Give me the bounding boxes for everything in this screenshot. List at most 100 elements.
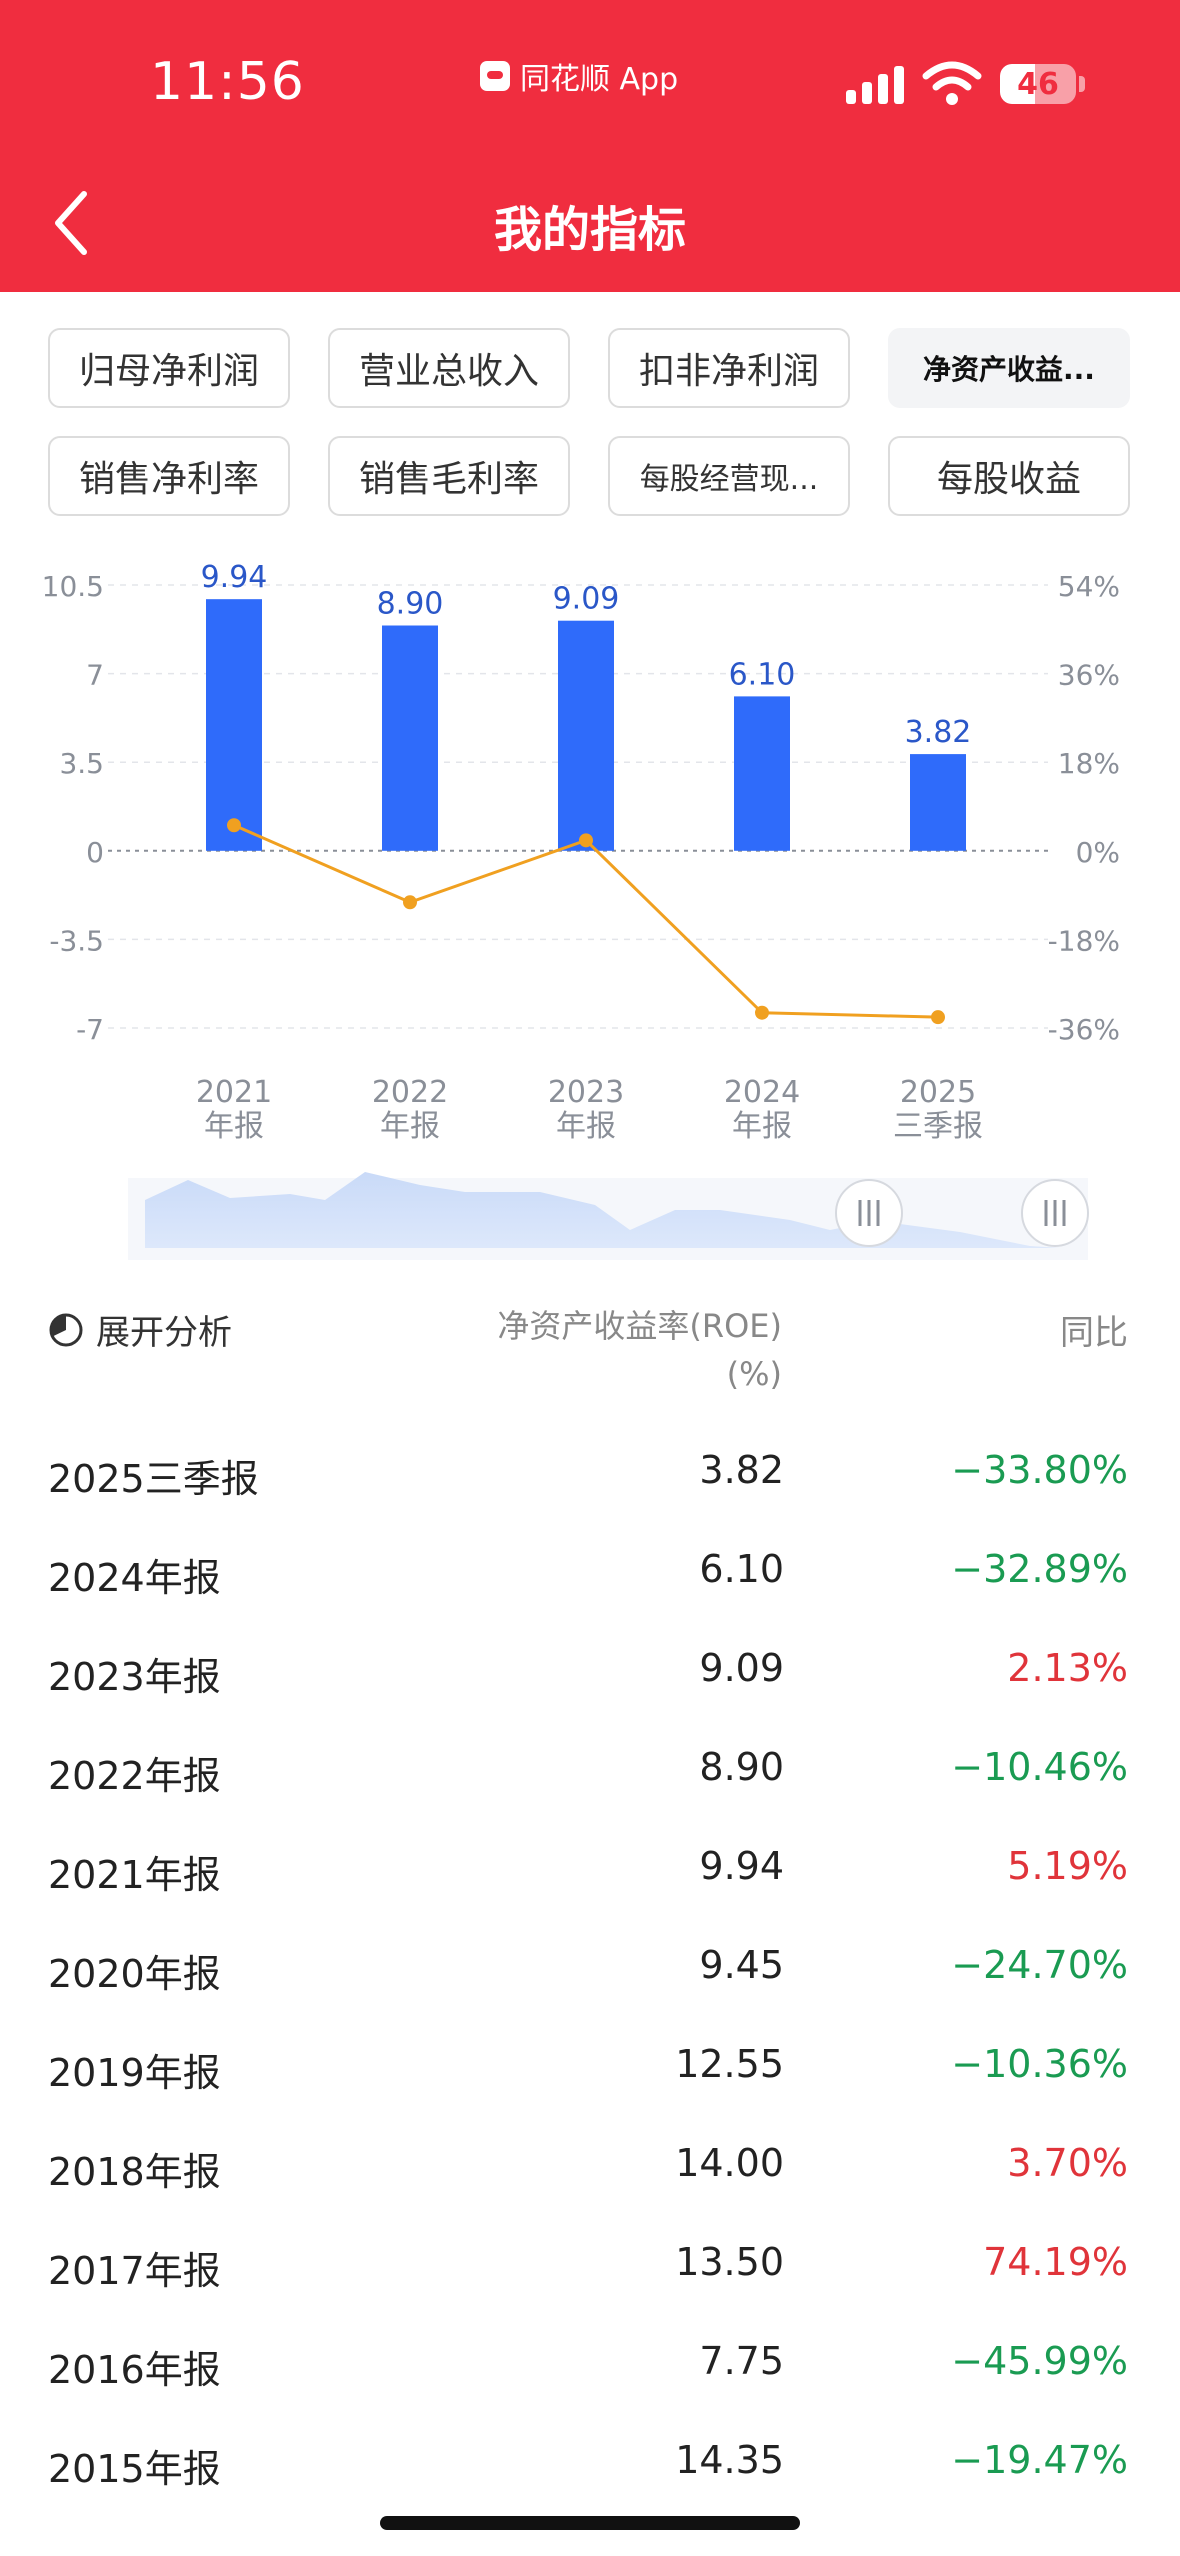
cellular-signal-icon bbox=[846, 62, 904, 104]
y-right-tick-label: 36% bbox=[1058, 659, 1120, 692]
yoy-line bbox=[233, 823, 939, 1019]
y-left-tick-label: -3.5 bbox=[49, 924, 104, 957]
row-yoy: −10.36% bbox=[951, 2042, 1128, 2086]
chip-gross-profit-margin[interactable]: 销售毛利率 bbox=[328, 436, 570, 516]
row-value: 9.94 bbox=[699, 1844, 784, 1888]
app-header: 11:56 同花顺 App 46 我的指标 bbox=[0, 0, 1180, 292]
x-tick-label: 2021 bbox=[196, 1075, 272, 1110]
y-left-tick-label: 0 bbox=[86, 836, 104, 869]
back-arrow-icon[interactable] bbox=[48, 188, 98, 258]
roe-chart: 10.5 7 3.5 0 -3.5 -7 54% 36% 18% 0% -18% -36% 9.94 8.… bbox=[42, 560, 1120, 1260]
x-tick-label: 2023 bbox=[548, 1075, 624, 1110]
table-row[interactable]: 2024年报 6.10 −32.89% bbox=[0, 1523, 1180, 1622]
row-yoy: 74.19% bbox=[983, 2240, 1128, 2284]
row-value: 8.90 bbox=[699, 1745, 784, 1789]
bar-data-label: 6.10 bbox=[729, 657, 796, 692]
table-row[interactable]: 2025三季报 3.82 −33.80% bbox=[0, 1424, 1180, 1523]
chart-bar bbox=[382, 625, 438, 851]
y-right-tick-label: 0% bbox=[1076, 836, 1120, 869]
x-tick-sublabel: 年报 bbox=[732, 1109, 792, 1144]
y-right-tick-label: -36% bbox=[1048, 1013, 1120, 1046]
row-period: 2015年报 bbox=[48, 2447, 221, 2491]
chip-roe[interactable]: 净资产收益... bbox=[888, 328, 1130, 408]
y-right-tick-label: 18% bbox=[1058, 747, 1120, 780]
x-tick-label: 2024 bbox=[724, 1075, 800, 1110]
table-row[interactable]: 2017年报 13.50 74.19% bbox=[0, 2216, 1180, 2315]
row-period: 2020年报 bbox=[48, 1952, 221, 1996]
table-row[interactable]: 2022年报 8.90 −10.46% bbox=[0, 1721, 1180, 1820]
column-header-roe: 净资产收益率(ROE)(%) bbox=[497, 1307, 782, 1393]
yoy-point bbox=[227, 818, 241, 833]
yoy-point bbox=[931, 1010, 945, 1025]
y-left-tick-label: -7 bbox=[76, 1013, 104, 1046]
table-row[interactable]: 2021年报 9.94 5.19% bbox=[0, 1820, 1180, 1919]
chart-range-navigator[interactable] bbox=[128, 1172, 1089, 1260]
row-value: 9.45 bbox=[699, 1943, 784, 1987]
chart-bar bbox=[734, 696, 790, 851]
table-row[interactable]: 2018年报 14.00 3.70% bbox=[0, 2117, 1180, 2216]
bar-data-label: 9.94 bbox=[201, 560, 268, 595]
row-period: 2022年报 bbox=[48, 1754, 221, 1798]
chip-eps[interactable]: 每股收益 bbox=[888, 436, 1130, 516]
navigator-area bbox=[145, 1172, 1060, 1248]
yoy-point bbox=[403, 895, 417, 910]
row-yoy: −19.47% bbox=[951, 2438, 1128, 2482]
row-value: 13.50 bbox=[675, 2240, 784, 2284]
expand-analysis-button[interactable]: 展开分析 bbox=[48, 1305, 232, 1354]
row-value: 14.35 bbox=[675, 2438, 784, 2482]
row-value: 9.09 bbox=[699, 1646, 784, 1690]
table-row[interactable]: 2020年报 9.45 −24.70% bbox=[0, 1919, 1180, 2018]
x-tick-label: 2025 bbox=[900, 1075, 976, 1110]
yoy-point bbox=[579, 833, 593, 848]
row-value: 7.75 bbox=[699, 2339, 784, 2383]
x-tick-sublabel: 三季报 bbox=[893, 1109, 983, 1144]
pie-chart-icon bbox=[49, 1313, 83, 1346]
x-tick-sublabel: 年报 bbox=[204, 1109, 264, 1144]
row-period: 2023年报 bbox=[48, 1655, 221, 1699]
chip-deducted-net-profit[interactable]: 扣非净利润 bbox=[608, 328, 850, 408]
row-yoy: −45.99% bbox=[951, 2339, 1128, 2383]
row-yoy: 2.13% bbox=[1007, 1646, 1128, 1690]
row-period: 2016年报 bbox=[48, 2348, 221, 2392]
row-value: 6.10 bbox=[699, 1547, 784, 1591]
page-title: 我的指标 bbox=[493, 202, 686, 258]
home-indicator[interactable] bbox=[380, 2516, 800, 2530]
row-yoy: −33.80% bbox=[951, 1448, 1128, 1492]
y-right-tick-label: 54% bbox=[1058, 570, 1120, 603]
chart-bar bbox=[558, 620, 614, 851]
row-period: 2017年报 bbox=[48, 2249, 221, 2293]
table-row[interactable]: 2015年报 14.35 −19.47% bbox=[0, 2414, 1180, 2513]
table-row[interactable]: 2023年报 9.09 2.13% bbox=[0, 1622, 1180, 1721]
chip-total-revenue[interactable]: 营业总收入 bbox=[328, 328, 570, 408]
row-yoy: −10.46% bbox=[951, 1745, 1128, 1789]
row-value: 12.55 bbox=[675, 2042, 784, 2086]
x-tick-sublabel: 年报 bbox=[380, 1109, 440, 1144]
table-row[interactable]: 2016年报 7.75 −45.99% bbox=[0, 2315, 1180, 2414]
y-right-tick-label: -18% bbox=[1048, 924, 1120, 957]
chip-net-profit-margin[interactable]: 销售净利率 bbox=[48, 436, 290, 516]
chip-operating-cash-per-share[interactable]: 每股经营现... bbox=[608, 436, 850, 516]
bar-data-label: 8.90 bbox=[377, 587, 444, 622]
row-value: 14.00 bbox=[675, 2141, 784, 2185]
x-tick-label: 2022 bbox=[372, 1075, 448, 1110]
table-row[interactable]: 2019年报 12.55 −10.36% bbox=[0, 2018, 1180, 2117]
status-time: 11:56 bbox=[150, 52, 305, 112]
navigator-left-handle[interactable] bbox=[835, 1179, 903, 1247]
navigator-right-handle[interactable] bbox=[1021, 1179, 1089, 1247]
app-logo-icon bbox=[480, 61, 510, 91]
chip-parent-net-profit[interactable]: 归母净利润 bbox=[48, 328, 290, 408]
status-app-indicator[interactable]: 同花顺 App bbox=[480, 56, 678, 97]
column-header-yoy: 同比 bbox=[1060, 1313, 1128, 1353]
bar-data-label: 3.82 bbox=[905, 715, 972, 750]
battery-level: 46 bbox=[1017, 66, 1059, 102]
wifi-icon bbox=[922, 61, 982, 105]
row-period: 2024年报 bbox=[48, 1556, 221, 1600]
row-period: 2021年报 bbox=[48, 1853, 221, 1897]
chart-bar bbox=[206, 599, 262, 851]
x-tick-sublabel: 年报 bbox=[556, 1109, 616, 1144]
row-yoy: −32.89% bbox=[951, 1547, 1128, 1591]
row-period: 2025三季报 bbox=[48, 1457, 259, 1501]
y-left-tick-label: 7 bbox=[86, 659, 104, 692]
battery-tip bbox=[1079, 76, 1085, 92]
y-left-tick-label: 10.5 bbox=[42, 570, 104, 603]
